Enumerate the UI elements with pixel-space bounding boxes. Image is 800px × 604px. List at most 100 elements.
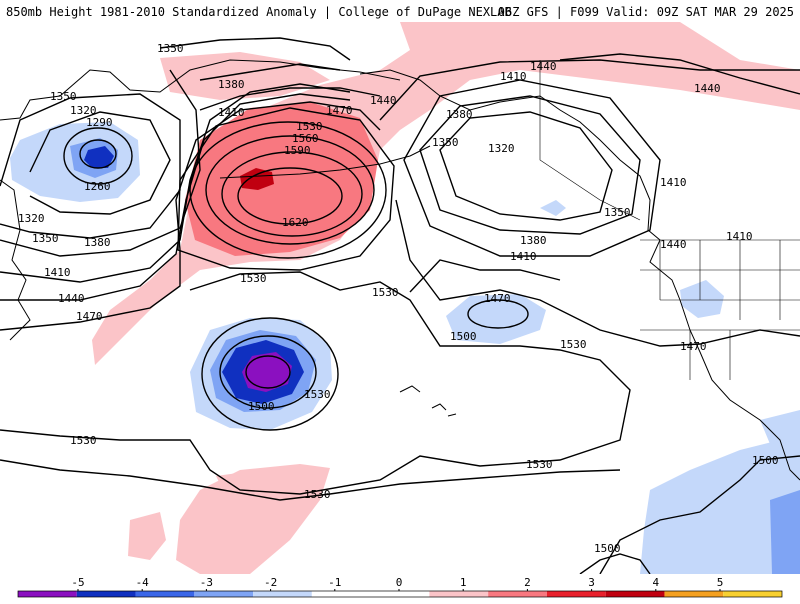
southeast-negative: [640, 430, 800, 574]
nw-low-anomaly-strong: [84, 146, 114, 168]
contour-1500-southeast: [599, 455, 800, 574]
contour-label: 1530: [304, 388, 331, 401]
contour-1620: [237, 167, 343, 225]
colorbar-swatch: [311, 591, 371, 597]
contour-label: 1350: [604, 206, 631, 219]
colorbar-tick-label: 2: [524, 576, 531, 589]
contour-1410-west: [0, 83, 351, 283]
contour-1380-west: [0, 69, 201, 257]
contour-1350-west: [0, 93, 181, 239]
colorbar-tick-label: 4: [652, 576, 659, 589]
contour-label: 1500: [594, 542, 621, 555]
colorbar-tick-label: 0: [396, 576, 403, 589]
contour-1260: [79, 139, 117, 169]
contour-label: 1320: [18, 212, 45, 225]
colorbar-tick-label: -4: [136, 576, 150, 589]
contour-label: 1350: [432, 136, 459, 149]
colorbar-swatch: [135, 591, 195, 597]
colorbar-swatch: [605, 591, 665, 597]
contour-label: 1440: [660, 238, 687, 251]
contour-1350-north: [159, 37, 351, 61]
contour-1530-south: [0, 459, 621, 501]
map-title: 850mb Height 1981-2010 Standardized Anom…: [6, 5, 512, 19]
contour-label: 1260: [84, 180, 111, 193]
colorbar-swatch: [253, 591, 312, 597]
coastlines: [0, 59, 800, 481]
contour-1560: [205, 135, 375, 245]
contour-1410-gulf: [403, 79, 661, 257]
colorbar-swatch: [488, 591, 547, 597]
ridge-anomaly-strong: [240, 168, 274, 190]
contour-label: 1530: [70, 434, 97, 447]
contour-1530-low: [201, 317, 339, 431]
contour-label: 1380: [84, 236, 111, 249]
south-positive-patch: [176, 464, 330, 574]
colorbar-tick-label: -3: [200, 576, 213, 589]
south-positive-patch-3: [216, 470, 262, 488]
contour-label: 1380: [446, 108, 473, 121]
contour-label: 1470: [326, 104, 353, 117]
contour-label: 1620: [282, 216, 309, 229]
asia-coast: [0, 59, 401, 341]
colorbar-swatch: [194, 591, 254, 597]
political-borders: [539, 60, 800, 380]
contour-1470-epac: [467, 299, 529, 329]
colorbar-tick-label: 1: [460, 576, 467, 589]
colorbar-swatch: [18, 591, 77, 597]
contour-label: 1470: [680, 340, 707, 353]
contour-label: 1440: [370, 94, 397, 107]
contour-label: 1350: [32, 232, 59, 245]
contour-1500-low: [219, 335, 317, 409]
contour-label: 1380: [520, 234, 547, 247]
hawaii-islands: [399, 385, 457, 417]
contour-label: 1560: [292, 132, 319, 145]
contour-label: 1410: [660, 176, 687, 189]
colorbar-swatch: [723, 591, 782, 597]
contour-label: 1350: [157, 42, 184, 55]
contour-label: 1530: [526, 458, 553, 471]
height-contours: [0, 37, 800, 574]
southeast-negative-mid: [770, 490, 800, 574]
colorbar-swatch: [664, 591, 724, 597]
anomaly-map: 1350 1350 1320 1290 1260 1320 1350 1380 …: [0, 22, 800, 574]
contour-1440-west: [0, 93, 351, 301]
contour-label: 1410: [500, 70, 527, 83]
contour-label: 1530: [560, 338, 587, 351]
colorbar-tick-label: 3: [588, 576, 595, 589]
contour-label: 1500: [248, 400, 275, 413]
colorbar-tick-label: -5: [71, 576, 84, 589]
cutoff-low-anomaly-extreme: [242, 352, 292, 392]
contour-label: 1470: [76, 310, 103, 323]
contour-label: 1470: [484, 292, 511, 305]
mexico-negative: [760, 410, 800, 444]
contour-1380-north: [199, 63, 341, 81]
contour-label: 1440: [530, 60, 557, 73]
contour-label: 1320: [488, 142, 515, 155]
contour-1470-low: [245, 355, 291, 389]
contour-1350-gulf: [439, 111, 613, 221]
contour-label: 1500: [752, 454, 779, 467]
contour-label: 1530: [372, 286, 399, 299]
contour-label: 1380: [218, 78, 245, 91]
contour-label: 1410: [44, 266, 71, 279]
contour-label: 1530: [296, 120, 323, 133]
contour-label: 1410: [218, 106, 245, 119]
contour-label: 1320: [70, 104, 97, 117]
contour-label: 1590: [284, 144, 311, 157]
contour-1530-ridge: [189, 121, 387, 259]
contour-label: 1440: [58, 292, 85, 305]
contour-1500-ridge: [177, 107, 395, 271]
colorbar-swatch: [76, 591, 136, 597]
contour-1470-east: [395, 199, 800, 347]
anomaly-colorbar: -5 -4 -3 -2 -1 0 1 2 3 4 5: [0, 574, 800, 600]
contour-label: 1410: [726, 230, 753, 243]
western-us-negative: [680, 280, 724, 318]
contour-1440-north: [379, 59, 800, 121]
colorbar-tick-label: -1: [328, 576, 341, 589]
contour-label: 1530: [240, 272, 267, 285]
south-positive-patch-2: [128, 512, 166, 560]
contour-label: 1290: [86, 116, 113, 129]
contour-label: 1440: [694, 82, 721, 95]
gulf-alaska-negative: [540, 200, 566, 216]
contour-1500-south-pocket: [579, 553, 651, 574]
